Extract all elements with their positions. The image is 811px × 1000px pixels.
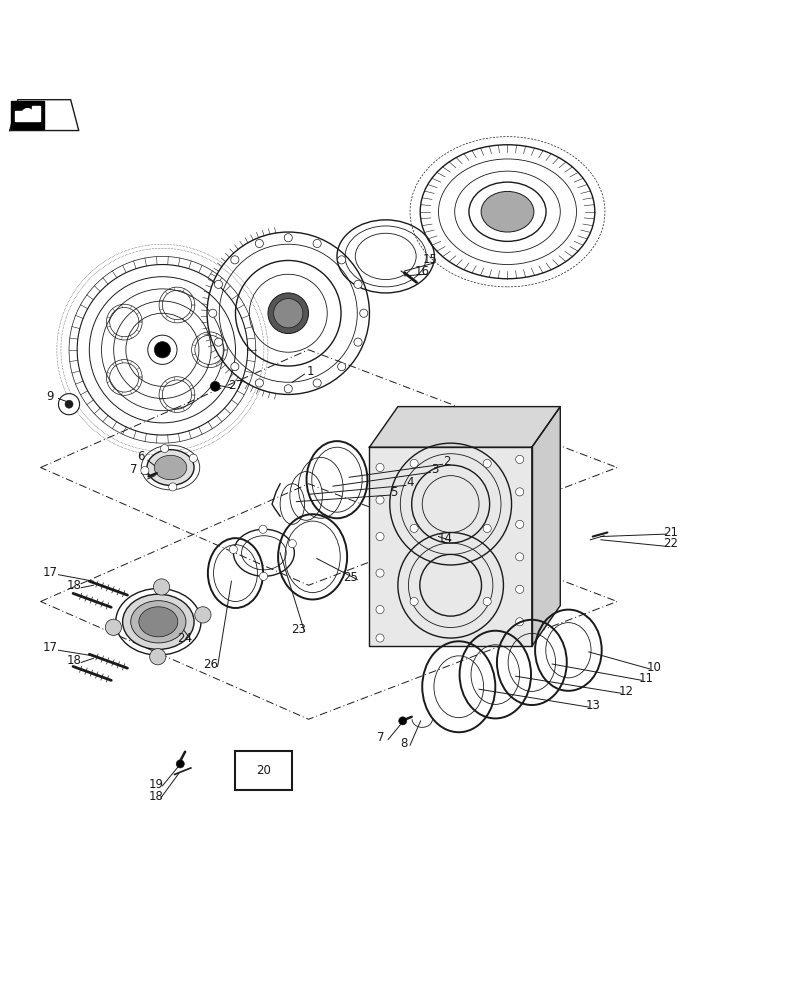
Circle shape (410, 524, 418, 532)
Text: 18: 18 (67, 654, 81, 667)
Circle shape (483, 524, 491, 532)
Polygon shape (11, 101, 44, 129)
Text: 18: 18 (148, 790, 163, 803)
Circle shape (375, 496, 384, 504)
Circle shape (260, 572, 268, 580)
Polygon shape (369, 407, 560, 447)
Circle shape (229, 545, 237, 554)
Text: 19: 19 (148, 778, 163, 791)
Text: 6: 6 (137, 450, 145, 463)
Circle shape (375, 569, 384, 577)
Text: 14: 14 (437, 532, 452, 545)
Text: 8: 8 (399, 737, 407, 750)
Text: 24: 24 (177, 632, 191, 645)
Circle shape (375, 634, 384, 642)
Circle shape (483, 597, 491, 606)
Circle shape (230, 256, 238, 264)
Text: 12: 12 (618, 685, 633, 698)
Circle shape (515, 488, 523, 496)
Text: 17: 17 (43, 566, 58, 579)
Text: 11: 11 (638, 672, 653, 685)
Circle shape (375, 532, 384, 541)
Text: 13: 13 (586, 699, 600, 712)
Text: 20: 20 (256, 764, 271, 777)
Text: 4: 4 (406, 476, 414, 489)
Circle shape (410, 459, 418, 468)
Circle shape (195, 607, 211, 623)
Circle shape (483, 459, 491, 468)
Circle shape (255, 239, 263, 248)
Ellipse shape (122, 594, 194, 649)
Text: 3: 3 (430, 463, 438, 476)
Circle shape (208, 309, 217, 317)
Circle shape (161, 444, 169, 453)
Text: 26: 26 (204, 658, 218, 671)
Polygon shape (369, 447, 531, 646)
Text: 23: 23 (291, 623, 306, 636)
Ellipse shape (139, 607, 178, 637)
Circle shape (58, 394, 79, 415)
Circle shape (313, 379, 321, 387)
Circle shape (273, 299, 303, 328)
Circle shape (105, 619, 122, 635)
Text: 25: 25 (343, 571, 358, 584)
Circle shape (354, 280, 362, 288)
Text: 15: 15 (423, 253, 437, 266)
Circle shape (284, 234, 292, 242)
Circle shape (140, 467, 148, 475)
Circle shape (65, 400, 73, 408)
Circle shape (337, 363, 345, 371)
Bar (235, 751, 292, 790)
Text: 18: 18 (67, 579, 81, 592)
Circle shape (515, 520, 523, 528)
Text: 7: 7 (376, 731, 384, 744)
Circle shape (515, 618, 523, 626)
Text: 2: 2 (442, 455, 450, 468)
Text: 21: 21 (663, 526, 677, 539)
Circle shape (288, 540, 296, 548)
Text: 1: 1 (306, 365, 314, 378)
Circle shape (284, 385, 292, 393)
Circle shape (189, 454, 197, 462)
Circle shape (176, 760, 184, 768)
Circle shape (398, 717, 406, 725)
Text: 7: 7 (130, 463, 138, 476)
Circle shape (515, 553, 523, 561)
Circle shape (359, 309, 367, 317)
Circle shape (259, 525, 267, 533)
Text: 22: 22 (663, 537, 677, 550)
Circle shape (255, 379, 263, 387)
Circle shape (169, 483, 177, 491)
Circle shape (268, 293, 308, 334)
Circle shape (313, 239, 321, 248)
Circle shape (515, 455, 523, 463)
Circle shape (210, 381, 220, 391)
Circle shape (154, 342, 170, 358)
Circle shape (375, 606, 384, 614)
Ellipse shape (147, 450, 194, 485)
Ellipse shape (154, 455, 187, 480)
Circle shape (230, 363, 238, 371)
Text: 16: 16 (414, 265, 429, 278)
Circle shape (214, 338, 222, 346)
Circle shape (214, 280, 222, 288)
Circle shape (337, 256, 345, 264)
Ellipse shape (131, 601, 186, 643)
Circle shape (515, 585, 523, 593)
Circle shape (354, 338, 362, 346)
Circle shape (375, 463, 384, 472)
Text: 27: 27 (228, 379, 242, 392)
Ellipse shape (480, 191, 534, 232)
Text: 9: 9 (46, 390, 54, 403)
Text: 17: 17 (43, 641, 58, 654)
Polygon shape (15, 106, 40, 121)
Circle shape (22, 109, 33, 120)
Polygon shape (531, 407, 560, 646)
Circle shape (149, 649, 165, 665)
Text: 10: 10 (646, 661, 661, 674)
Circle shape (153, 579, 169, 595)
Circle shape (410, 597, 418, 606)
Text: 5: 5 (389, 486, 397, 499)
